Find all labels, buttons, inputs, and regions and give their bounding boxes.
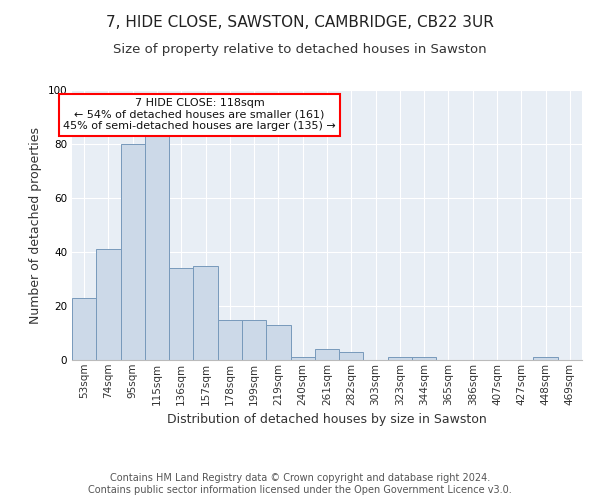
X-axis label: Distribution of detached houses by size in Sawston: Distribution of detached houses by size … bbox=[167, 413, 487, 426]
Bar bbox=[315, 349, 339, 360]
Bar bbox=[412, 358, 436, 360]
Text: 7, HIDE CLOSE, SAWSTON, CAMBRIDGE, CB22 3UR: 7, HIDE CLOSE, SAWSTON, CAMBRIDGE, CB22 … bbox=[106, 15, 494, 30]
Bar bbox=[266, 325, 290, 360]
Bar bbox=[388, 358, 412, 360]
Text: 7 HIDE CLOSE: 118sqm
← 54% of detached houses are smaller (161)
45% of semi-deta: 7 HIDE CLOSE: 118sqm ← 54% of detached h… bbox=[63, 98, 336, 132]
Text: Size of property relative to detached houses in Sawston: Size of property relative to detached ho… bbox=[113, 42, 487, 56]
Bar bbox=[218, 320, 242, 360]
Bar bbox=[96, 250, 121, 360]
Y-axis label: Number of detached properties: Number of detached properties bbox=[29, 126, 42, 324]
Bar bbox=[72, 298, 96, 360]
Bar bbox=[145, 130, 169, 360]
Bar bbox=[121, 144, 145, 360]
Bar bbox=[533, 358, 558, 360]
Bar bbox=[169, 268, 193, 360]
Bar bbox=[193, 266, 218, 360]
Bar bbox=[242, 320, 266, 360]
Bar bbox=[339, 352, 364, 360]
Bar bbox=[290, 358, 315, 360]
Text: Contains HM Land Registry data © Crown copyright and database right 2024.
Contai: Contains HM Land Registry data © Crown c… bbox=[88, 474, 512, 495]
